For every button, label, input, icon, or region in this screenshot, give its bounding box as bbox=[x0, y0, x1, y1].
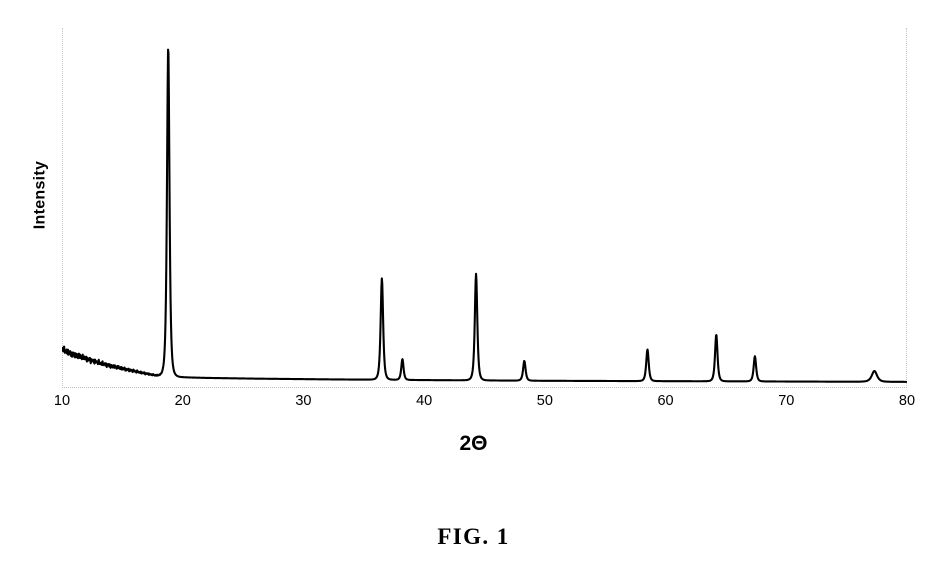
x-tick-label-40: 40 bbox=[416, 392, 432, 410]
x-axis-title: 2Θ bbox=[0, 432, 947, 456]
x-tick-label-60: 60 bbox=[657, 392, 673, 410]
spectrum-polyline bbox=[62, 50, 907, 382]
plot-area bbox=[62, 28, 907, 388]
x-tick-label-50: 50 bbox=[537, 392, 553, 410]
x-tick-label-80: 80 bbox=[899, 392, 915, 410]
x-axis-tick-labels: 1020304050607080 bbox=[62, 392, 907, 414]
x-tick-label-10: 10 bbox=[54, 392, 70, 410]
x-tick-label-70: 70 bbox=[778, 392, 794, 410]
x-tick-label-30: 30 bbox=[295, 392, 311, 410]
figure-caption: FIG. 1 bbox=[0, 524, 947, 550]
figure-container: 10 20 30 40 50 60 70 80 Intensity 2Θ FIG. 1 bbox=[0, 0, 947, 564]
xrd-spectrum-trace bbox=[62, 28, 907, 388]
y-axis-title: Intensity bbox=[27, 130, 53, 260]
y-axis-title-text: Intensity bbox=[31, 161, 49, 230]
x-tick-label-20: 20 bbox=[175, 392, 191, 410]
